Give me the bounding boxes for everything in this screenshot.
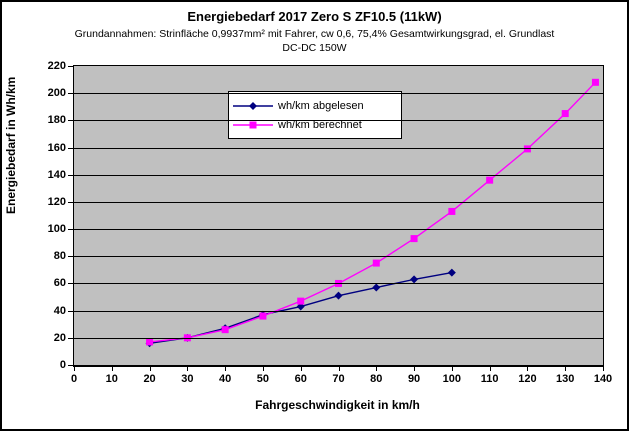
y-tick-label-0: 0 — [59, 359, 66, 371]
x-tick-110 — [489, 367, 491, 371]
x-tick-70 — [338, 367, 340, 371]
legend-marker-diamond-icon — [233, 101, 273, 110]
data-point-square — [221, 326, 229, 334]
y-tick-80 — [68, 256, 73, 258]
x-tick-label-100: 100 — [442, 373, 462, 385]
legend-marker-square-icon — [233, 121, 273, 128]
x-tick-label-40: 40 — [219, 373, 232, 385]
y-tick-200 — [68, 93, 73, 95]
data-point-square — [297, 297, 305, 305]
y-tick-label-200: 200 — [47, 87, 66, 100]
gridline-y-140 — [74, 174, 603, 176]
gridline-y-80 — [74, 256, 603, 258]
x-tick-label-60: 60 — [294, 373, 307, 385]
x-tick-60 — [300, 367, 302, 371]
chart-subtitle-line2: DC-DC 150W — [282, 42, 347, 54]
legend: wh/km abgelesen wh/km berechnet — [228, 91, 402, 139]
legend-label-abgelesen: wh/km abgelesen — [278, 99, 364, 112]
chart-title: Energiebedarf 2017 Zero S ZF10.5 (11kW) — [187, 9, 442, 24]
gridline-y-100 — [74, 229, 603, 231]
y-tick-100 — [68, 229, 73, 231]
x-tick-label-0: 0 — [70, 373, 78, 385]
x-tick-130 — [565, 367, 567, 371]
x-tick-30 — [187, 367, 189, 371]
gridline-y-40 — [74, 310, 603, 312]
data-point-diamond — [372, 283, 381, 292]
x-tick-50 — [262, 367, 264, 371]
x-tick-label-140: 140 — [593, 373, 613, 385]
legend-item-berechnet: wh/km berechnet — [233, 115, 395, 134]
y-tick-label-140: 140 — [47, 168, 66, 181]
x-tick-label-80: 80 — [370, 373, 383, 385]
x-tick-label-90: 90 — [407, 373, 421, 385]
y-tick-60 — [68, 283, 73, 285]
y-tick-label-100: 100 — [47, 223, 66, 236]
y-tick-140 — [68, 174, 73, 176]
x-tick-label-50: 50 — [256, 373, 270, 385]
x-tick-80 — [376, 367, 378, 371]
data-point-diamond — [410, 275, 419, 284]
x-tick-label-120: 120 — [518, 373, 537, 385]
x-tick-label-70: 70 — [332, 373, 345, 385]
plot-area: wh/km abgelesen wh/km berechnet 0 20 40 60 8… — [48, 60, 613, 385]
data-point-square — [410, 235, 418, 243]
gridline-y-20 — [74, 337, 603, 339]
gridline-y-200 — [74, 93, 603, 95]
y-tick-label-180: 180 — [47, 114, 66, 127]
x-tick-label-30: 30 — [181, 373, 194, 385]
y-tick-label-120: 120 — [47, 195, 66, 208]
x-tick-label-110: 110 — [480, 373, 499, 385]
y-tick-180 — [68, 120, 73, 122]
x-tick-100 — [451, 367, 453, 371]
gridline-y-120 — [74, 201, 603, 203]
x-tick-40 — [225, 367, 227, 371]
data-point-diamond — [334, 291, 343, 300]
x-tick-label-10: 10 — [105, 373, 118, 385]
x-tick-20 — [149, 367, 151, 371]
legend-item-abgelesen: wh/km abgelesen — [233, 96, 395, 115]
y-tick-40 — [68, 310, 73, 312]
y-tick-label-80: 80 — [53, 250, 66, 263]
data-point-square — [561, 110, 569, 118]
y-tick-160 — [68, 147, 73, 149]
x-tick-120 — [527, 367, 529, 371]
x-tick-0 — [74, 367, 75, 371]
y-tick-label-40: 40 — [53, 304, 66, 317]
chart-subtitle-line1: Grundannahmen: Strinfläche 0,9937mm² mit… — [74, 28, 555, 40]
y-tick-120 — [68, 201, 73, 203]
y-tick-label-60: 60 — [53, 277, 66, 290]
y-tick-label-220: 220 — [47, 60, 66, 72]
gridline-y-180 — [74, 120, 603, 122]
data-point-square — [523, 145, 531, 153]
data-point-square — [591, 78, 599, 86]
x-tick-label-20: 20 — [143, 373, 156, 385]
legend-label-berechnet: wh/km berechnet — [278, 118, 362, 131]
data-point-square — [259, 312, 267, 320]
y-tick-label-20: 20 — [53, 331, 66, 344]
x-axis-title: Fahrgeschwindigkeit in km/h — [255, 398, 420, 412]
gridline-y-60 — [74, 283, 603, 285]
y-tick-0 — [68, 365, 73, 366]
x-tick-90 — [414, 367, 416, 371]
x-tick-10 — [111, 367, 113, 371]
x-tick-label-130: 130 — [556, 373, 575, 385]
y-tick-20 — [68, 337, 73, 339]
data-point-square — [372, 259, 380, 267]
series-plot — [145, 78, 599, 348]
y-tick-220 — [68, 66, 73, 67]
data-point-diamond — [447, 268, 456, 277]
gridline-y-160 — [74, 147, 603, 149]
data-point-square — [448, 207, 456, 215]
data-point-square — [486, 176, 494, 184]
x-tick-140 — [603, 367, 604, 371]
y-tick-label-160: 160 — [47, 141, 66, 154]
data-point-square — [146, 338, 154, 346]
